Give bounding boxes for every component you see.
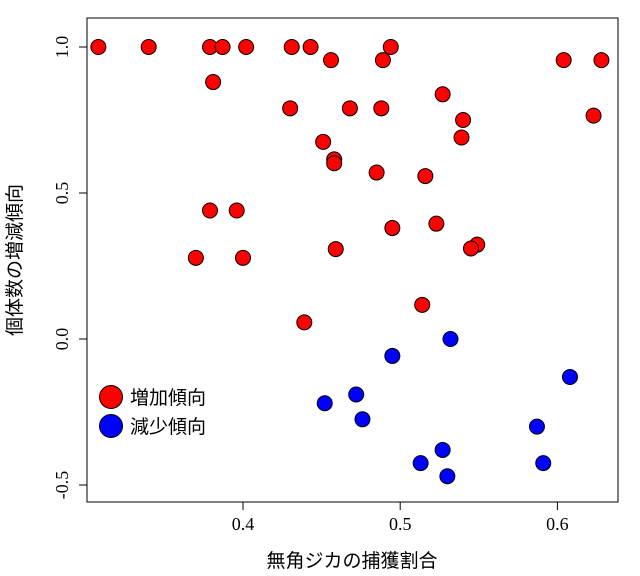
- y-axis-title: 個体数の増減傾向: [4, 184, 26, 336]
- point-increase: [302, 39, 319, 55]
- point-increase: [384, 220, 401, 237]
- point-increase: [341, 100, 358, 117]
- point-increase: [368, 164, 385, 181]
- point-decrease: [535, 455, 552, 472]
- point-increase: [555, 52, 572, 69]
- legend-marker: [99, 414, 123, 438]
- data-points: [90, 39, 610, 485]
- y-axis: -0.5 0.0 0.5 1.0: [52, 36, 87, 500]
- point-increase: [296, 314, 313, 331]
- legend-label: 減少傾向: [130, 416, 206, 438]
- point-increase: [205, 74, 222, 91]
- point-increase: [201, 202, 218, 219]
- point-decrease: [528, 418, 545, 435]
- y-tick-label: 0.0: [52, 328, 72, 351]
- y-tick-label: 1.0: [52, 36, 72, 59]
- point-increase: [455, 112, 472, 128]
- x-axis-title: 無角ジカの捕獲割合: [266, 550, 437, 572]
- legend-marker: [99, 385, 123, 409]
- point-increase: [374, 52, 391, 69]
- x-tick-label: 0.6: [546, 514, 569, 534]
- point-decrease: [442, 331, 459, 347]
- point-increase: [462, 240, 479, 257]
- x-axis: 0.4 0.5 0.6: [232, 502, 569, 534]
- point-increase: [90, 39, 107, 55]
- point-increase: [187, 249, 204, 266]
- point-decrease: [412, 455, 429, 472]
- point-increase: [214, 39, 231, 55]
- point-increase: [593, 52, 610, 69]
- point-increase: [228, 202, 245, 219]
- legend-label: 増加傾向: [130, 387, 206, 409]
- point-decrease: [348, 386, 365, 403]
- point-decrease: [561, 368, 578, 385]
- point-decrease: [439, 468, 456, 485]
- point-increase: [283, 39, 300, 55]
- point-increase: [323, 52, 340, 69]
- point-increase: [434, 86, 451, 103]
- plot-frame: [86, 17, 619, 503]
- point-increase: [327, 241, 344, 258]
- point-decrease: [434, 441, 451, 458]
- point-increase: [315, 133, 332, 150]
- point-increase: [282, 100, 299, 117]
- point-decrease: [354, 411, 371, 428]
- y-tick-label: 0.5: [52, 182, 72, 205]
- point-increase: [417, 168, 434, 185]
- point-increase: [428, 215, 445, 232]
- point-increase: [453, 129, 470, 146]
- x-tick-label: 0.5: [389, 514, 412, 534]
- point-increase: [382, 39, 399, 55]
- point-increase: [414, 296, 431, 313]
- point-increase: [373, 100, 390, 117]
- point-increase: [326, 155, 343, 172]
- point-decrease: [384, 347, 401, 364]
- point-increase: [235, 249, 251, 266]
- y-tick-label: -0.5: [52, 471, 72, 500]
- x-tick-label: 0.4: [232, 514, 255, 534]
- point-increase: [585, 107, 602, 124]
- point-increase: [238, 39, 255, 55]
- point-increase: [140, 39, 157, 55]
- point-decrease: [316, 395, 333, 412]
